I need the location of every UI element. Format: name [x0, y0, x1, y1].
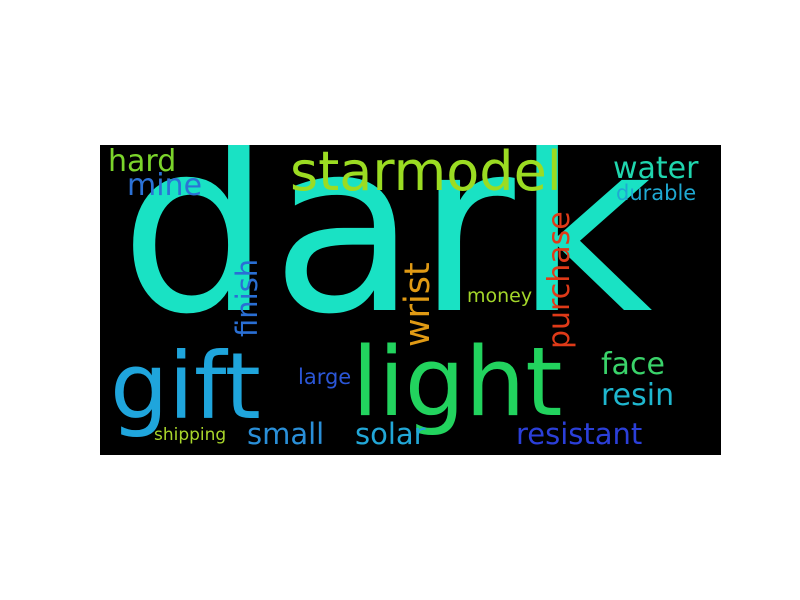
word-face: face [601, 347, 665, 382]
word-gift: gift [110, 333, 261, 440]
word-finish: finish [230, 258, 264, 337]
word-shipping: shipping [154, 425, 227, 445]
word-resistant: resistant [516, 417, 643, 451]
word-large: large [298, 365, 352, 389]
word-resin: resin [601, 378, 675, 413]
word-purchase: purchase [542, 211, 577, 349]
word-water: water [613, 151, 699, 186]
word-money: money [467, 285, 533, 307]
word-solar: solar [355, 417, 426, 451]
word-starmodel: starmodel [290, 145, 562, 203]
word-small: small [247, 417, 325, 451]
word-hard: hard [108, 145, 177, 179]
word-dark: dark [120, 145, 653, 367]
word-mine: mine [127, 168, 203, 203]
word-light: light [352, 328, 563, 438]
word-durable: durable [616, 181, 697, 205]
word-cloud: dark gift light starmodel hard mine wate… [100, 145, 721, 455]
word-wrist: wrist [398, 262, 438, 347]
